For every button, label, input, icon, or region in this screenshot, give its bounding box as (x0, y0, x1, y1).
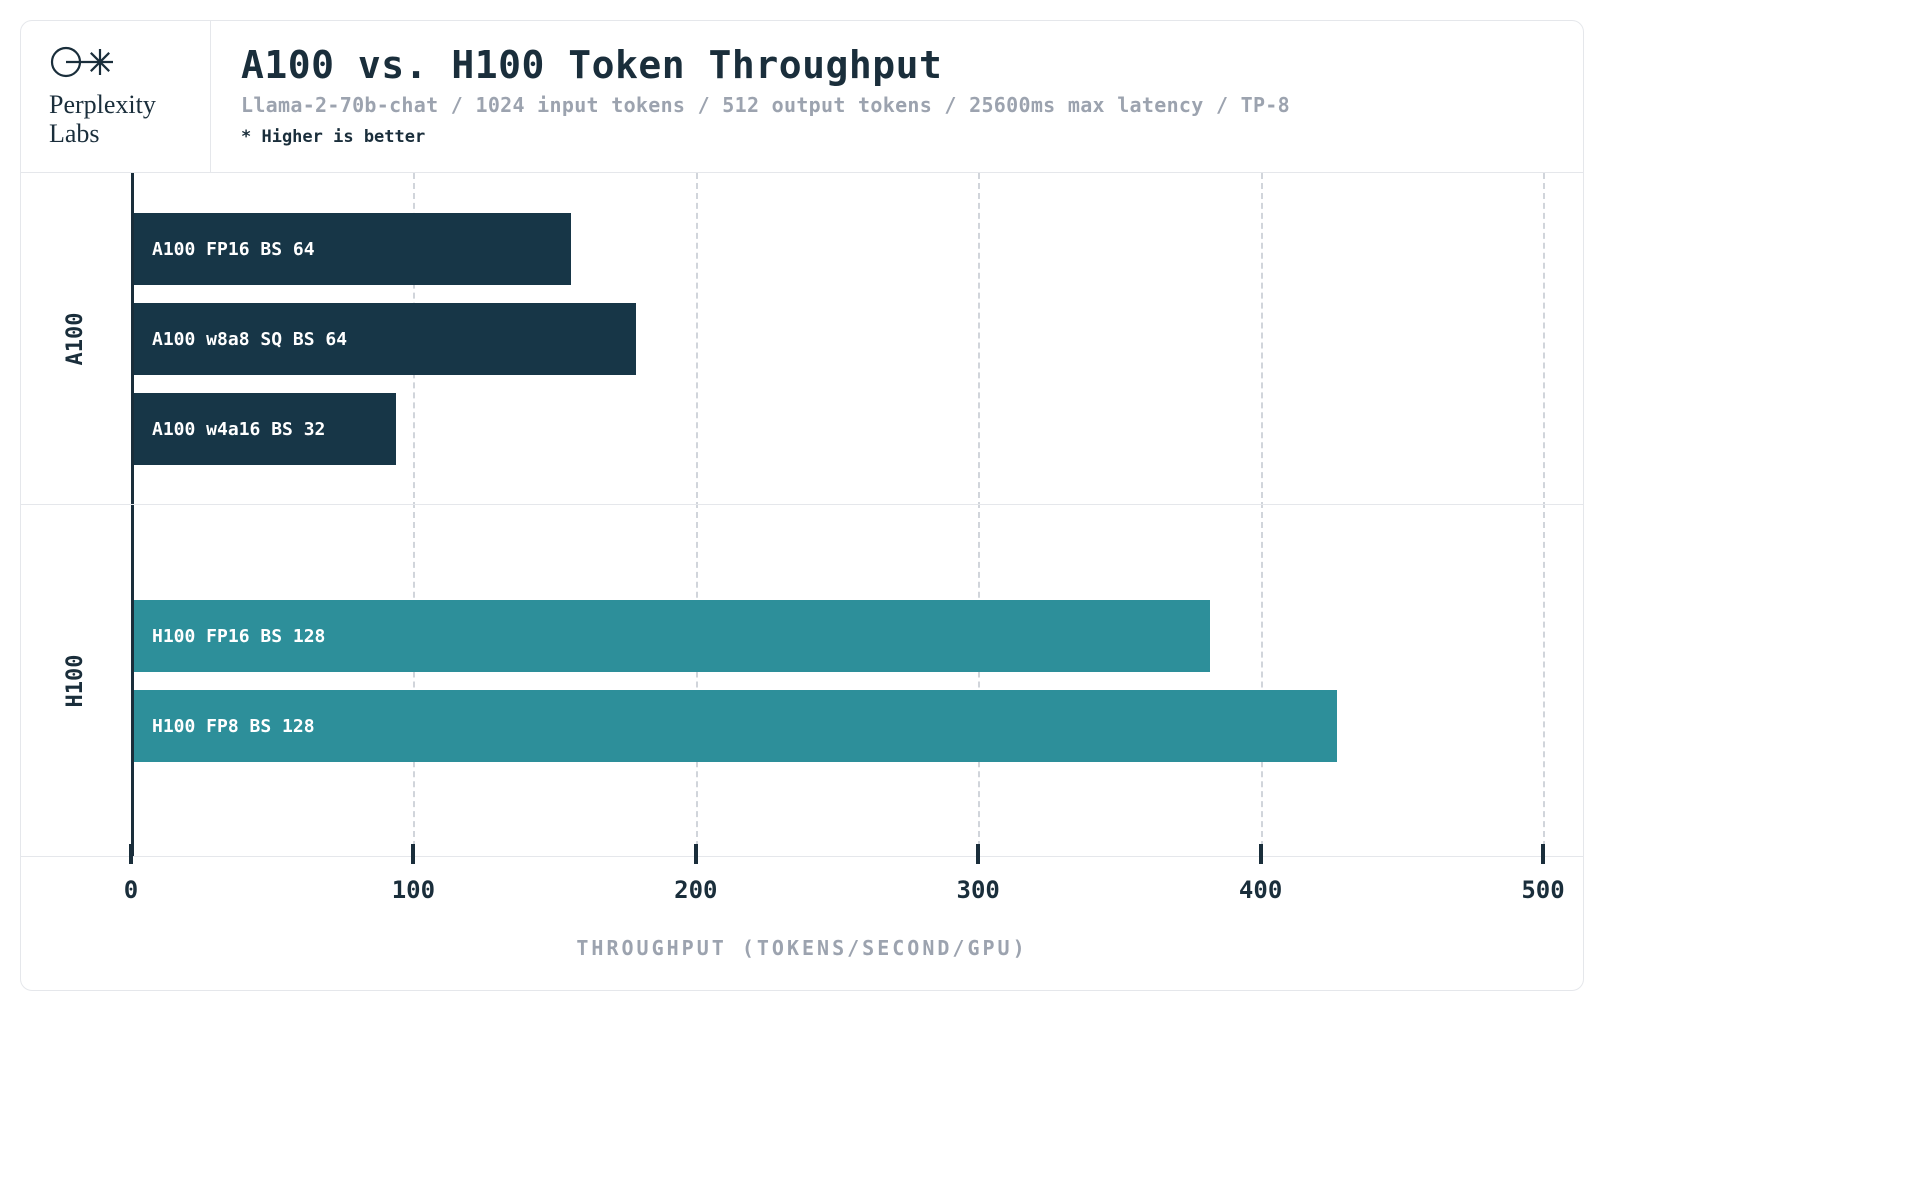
x-axis-label-row: THROUGHPUT (TOKENS/SECOND/GPU) (21, 918, 1583, 990)
bars-container: A100 FP16 BS 64 A100 w8a8 SQ BS 64 A100 w4… (134, 173, 1543, 505)
x-tick (694, 844, 698, 864)
group-label: H100 (63, 655, 88, 708)
bar-group: H100 H100 FP16 BS 128 H100 FP8 BS 128 (21, 505, 1543, 857)
brand-name-line2: Labs (49, 120, 190, 149)
bar: H100 FP8 BS 128 (134, 690, 1337, 762)
x-axis-label: THROUGHPUT (TOKENS/SECOND/GPU) (576, 936, 1027, 960)
brand-box: Perplexity Labs (21, 21, 211, 172)
x-tick-label: 0 (124, 876, 138, 904)
x-tick-label: 100 (392, 876, 435, 904)
x-tick (976, 844, 980, 864)
chart-note: * Higher is better (241, 127, 1553, 147)
x-tick (1259, 844, 1263, 864)
bar: A100 w4a16 BS 32 (134, 393, 396, 465)
chart-subtitle: Llama-2-70b-chat / 1024 input tokens / 5… (241, 93, 1553, 117)
x-axis: 0 100 200 300 400 500 (21, 858, 1583, 918)
brand-logo-icon (49, 45, 190, 79)
x-tick (411, 844, 415, 864)
brand-name-line1: Perplexity (49, 91, 190, 120)
x-tick-label: 300 (957, 876, 1000, 904)
bar-group: A100A100 FP16 BS 64A100 w8a8 SQ BS 64A10… (21, 173, 1543, 505)
bar: A100 w8a8 SQ BS 64 (134, 303, 636, 375)
card-header: Perplexity Labs A100 vs. H100 Token Thro… (21, 21, 1583, 173)
x-tick (129, 844, 133, 864)
x-tick (1541, 844, 1545, 864)
x-tick-label: 500 (1521, 876, 1564, 904)
chart-card: Perplexity Labs A100 vs. H100 Token Thro… (20, 20, 1584, 991)
brand-name: Perplexity Labs (49, 91, 190, 148)
bars-container: H100 FP16 BS 128 H100 FP8 BS 128 (134, 505, 1543, 857)
bar: H100 FP16 BS 128 (134, 600, 1210, 672)
group-label: A100 (63, 313, 88, 366)
chart-area: A100A100 FP16 BS 64A100 w8a8 SQ BS 64A10… (21, 173, 1583, 990)
gridline (1543, 173, 1545, 857)
x-tick-label: 400 (1239, 876, 1282, 904)
plot-region: A100A100 FP16 BS 64A100 w8a8 SQ BS 64A10… (21, 173, 1583, 858)
title-box: A100 vs. H100 Token Throughput Llama-2-7… (211, 21, 1583, 172)
bar: A100 FP16 BS 64 (134, 213, 571, 285)
chart-title: A100 vs. H100 Token Throughput (241, 43, 1553, 87)
x-tick-label: 200 (674, 876, 717, 904)
